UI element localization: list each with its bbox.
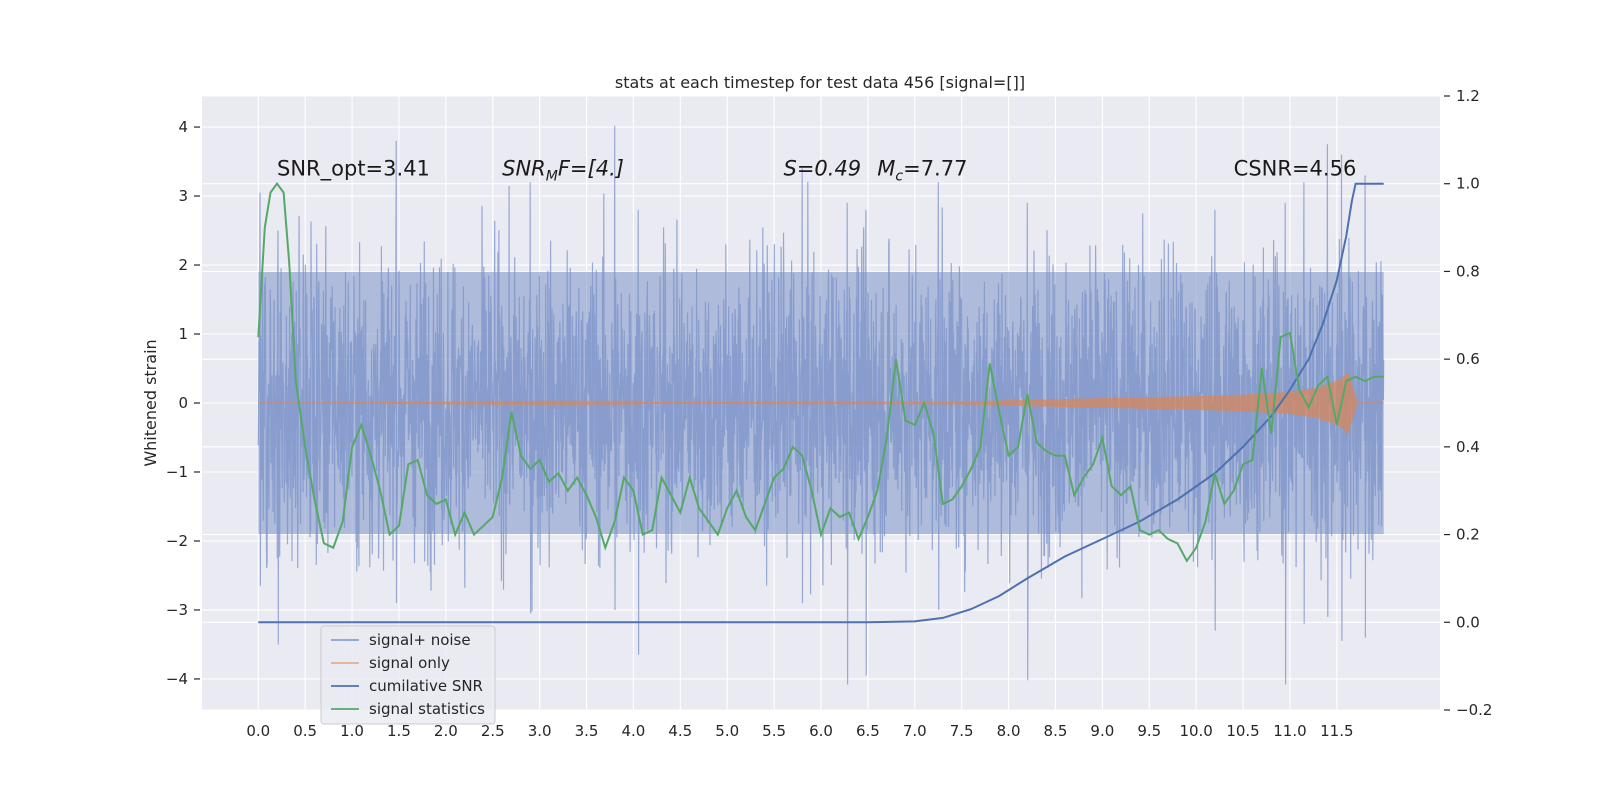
annotation-mc-base: M xyxy=(877,156,895,180)
annotations: SNR_opt=3.41 SNRMF=[4.] S=0.49 Mc=7.77 C… xyxy=(277,156,1356,184)
x-tick-label: 6.0 xyxy=(809,722,833,740)
y2-tick-label: 1.2 xyxy=(1456,87,1480,105)
chart-title: stats at each timestep for test data 456… xyxy=(615,73,1025,92)
signal-statistics-line xyxy=(257,182,1384,563)
x-tick-label: 1.0 xyxy=(340,722,364,740)
x-tick-label: 10.0 xyxy=(1179,722,1212,740)
legend-label-signal-statistics: signal statistics xyxy=(369,700,485,718)
y-tick-label: 0 xyxy=(178,394,188,412)
x-tick-label: 11.5 xyxy=(1320,722,1353,740)
x-tick-label: 11.0 xyxy=(1273,722,1306,740)
legend-label-cumulative-snr: cumilative SNR xyxy=(369,677,483,695)
x-tick-label: 8.5 xyxy=(1044,722,1068,740)
y-tick-label: 2 xyxy=(178,256,188,274)
x-tick-label: 0.5 xyxy=(293,722,317,740)
x-tick-label: 4.0 xyxy=(621,722,645,740)
x-tick-label: 4.5 xyxy=(668,722,692,740)
annotation-mc-rest: =7.77 xyxy=(903,156,967,180)
annotation-mc: Mc=7.77 xyxy=(877,156,967,184)
x-tick-label: 9.5 xyxy=(1137,722,1161,740)
y2-tick-label: 1.0 xyxy=(1456,175,1480,193)
y2-tick-label: 0.8 xyxy=(1456,262,1480,280)
annotation-mc-sub: c xyxy=(895,168,903,184)
annotation-snr-mf: SNRMF=[4.] xyxy=(502,156,624,184)
annotation-snr-opt: SNR_opt=3.41 xyxy=(277,156,430,181)
x-tick-label: 9.0 xyxy=(1090,722,1114,740)
annotation-snr-mf-rest: F=[4.] xyxy=(558,156,624,180)
signal-noise-line xyxy=(257,125,1385,685)
annotation-snr-mf-base: SNR xyxy=(502,156,546,180)
x-tick-label: 7.5 xyxy=(950,722,974,740)
x-tick-label: 8.0 xyxy=(997,722,1021,740)
y-tick-label: −2 xyxy=(166,532,188,550)
x-tick-label: 7.0 xyxy=(903,722,927,740)
y-tick-label: 1 xyxy=(178,325,188,343)
axes: 0.0 0.5 1.0 1.5 2.0 2.5 3.0 3.5 4.0 4.5 5.0 5.5 6.0 6… xyxy=(166,87,1493,740)
legend-label-signal-only: signal only xyxy=(369,654,450,672)
y-tick-label: −1 xyxy=(166,463,188,481)
y-axis-label: Whitened strain xyxy=(141,339,160,466)
legend-box xyxy=(320,625,496,725)
data-series xyxy=(257,125,1385,685)
x-tick-label: 2.5 xyxy=(481,722,505,740)
y-tick-label: −3 xyxy=(166,601,188,619)
y-tick-label: −4 xyxy=(166,670,188,688)
y2-tick-label: 0.6 xyxy=(1456,350,1480,368)
x-tick-label: 2.0 xyxy=(434,722,458,740)
legend-label-signal-noise: signal+ noise xyxy=(369,631,471,649)
cumulative-snr-line xyxy=(258,182,1384,624)
y2-tick-label: 0.0 xyxy=(1456,613,1480,631)
x-tick-label: 3.0 xyxy=(528,722,552,740)
annotation-csnr: CSNR=4.56 xyxy=(1234,156,1357,180)
x-tick-label: 10.5 xyxy=(1226,722,1259,740)
y2-tick-label: −0.2 xyxy=(1456,701,1492,719)
annotation-s: S=0.49 xyxy=(783,156,861,180)
signal-only-line xyxy=(258,372,1384,435)
x-tick-label: 3.5 xyxy=(575,722,599,740)
y-tick-label: 4 xyxy=(178,118,188,136)
annotation-snr-mf-sub: M xyxy=(546,168,558,184)
legend: signal+ noise signal only cumilative SNR… xyxy=(320,625,496,725)
y2-tick-label: 0.2 xyxy=(1456,526,1480,544)
x-tick-label: 5.0 xyxy=(715,722,739,740)
x-tick-label: 0.0 xyxy=(246,722,270,740)
x-tick-label: 5.5 xyxy=(762,722,786,740)
x-tick-label: 1.5 xyxy=(387,722,411,740)
y2-tick-label: 0.4 xyxy=(1456,438,1480,456)
x-tick-label: 6.5 xyxy=(856,722,880,740)
y-tick-label: 3 xyxy=(178,187,188,205)
